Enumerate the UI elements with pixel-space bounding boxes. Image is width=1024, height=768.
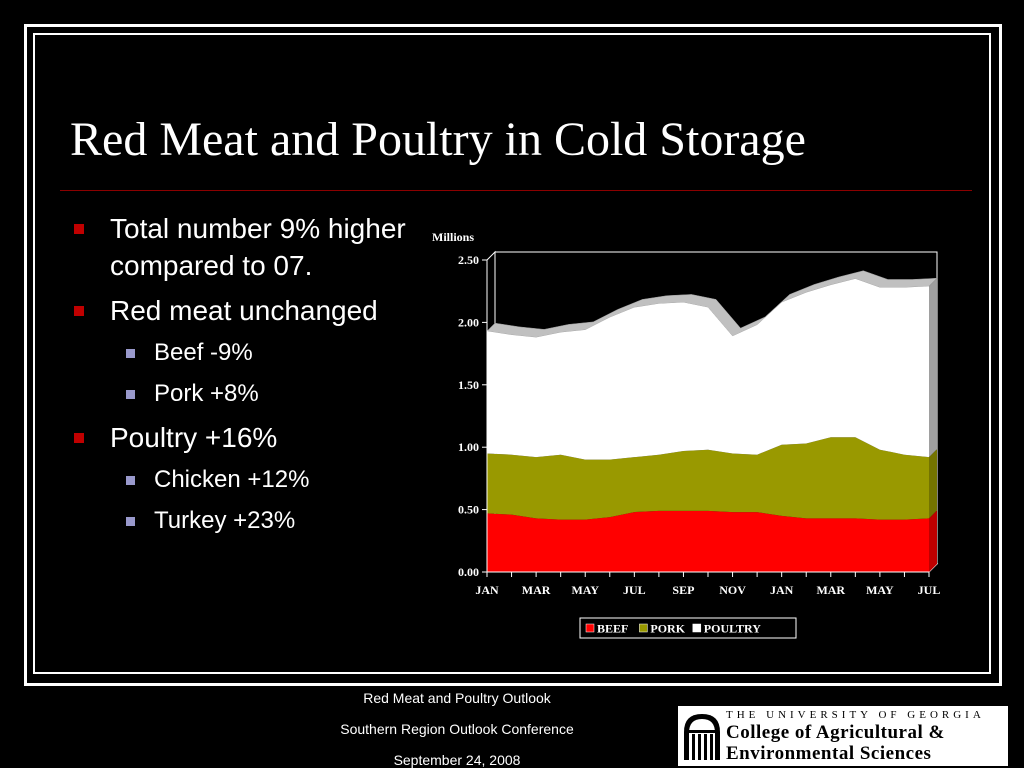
series-side-poultry [929,278,937,458]
x-tick-label: JUL [623,583,646,597]
subbullet-text: Chicken +12% [154,466,310,493]
legend-box [579,617,797,639]
x-tick-label: MAR [522,583,551,597]
x-tick-label: JAN [475,583,499,597]
x-tick-label: MAY [571,583,599,597]
y-tick-label: 2.00 [458,315,479,329]
y-tick-label: 2.50 [458,253,479,267]
logo-college-line-1: College of Agricultural & [726,722,945,743]
arch-logo-icon [682,710,722,762]
subbullet-square-icon [126,476,135,485]
series-area-beef [487,510,929,572]
y-tick-label: 1.50 [458,378,479,392]
bullet-text: Total number 9% higher compared to 07. [110,213,406,281]
bullet-poultry: Poultry +16% [70,419,415,456]
legend-label: POULTRY [704,622,761,636]
logo-college-line-2: Environmental Sciences [726,743,932,764]
slide-title: Red Meat and Poultry in Cold Storage [70,113,806,166]
title-divider [60,190,972,191]
subbullet-square-icon [126,390,135,399]
footer-line-1: Red Meat and Poultry Outlook [363,690,551,706]
x-tick-label: SEP [672,583,694,597]
legend-label: BEEF [597,622,628,636]
series-area-pork [487,437,929,520]
legend-swatch [639,623,648,633]
y-tick-label: 0.00 [458,565,479,579]
subbullet-square-icon [126,349,135,358]
slide-frame-inner [33,33,991,674]
subbullet-text: Turkey +23% [154,507,296,534]
x-tick-label: MAY [866,583,894,597]
bullet-list: Total number 9% higher compared to 07. R… [70,210,415,546]
bullet-red-meat: Red meat unchanged [70,292,415,329]
y-tick-label: 0.50 [458,503,479,517]
bullet-square-icon [74,306,84,316]
x-tick-label: NOV [719,583,746,597]
subbullet-turkey: Turkey +23% [70,505,415,536]
subbullet-chicken: Chicken +12% [70,464,415,495]
subbullet-pork: Pork +8% [70,378,415,409]
slide-frame-outer [24,24,1002,686]
college-logo: THE UNIVERSITY OF GEORGIA College of Agr… [678,706,1008,766]
series-side-beef [929,510,937,572]
subbullet-text: Beef -9% [154,339,253,366]
footer-line-2: Southern Region Outlook Conference [340,721,574,737]
series-side-pork [929,449,937,519]
footer-line-3: September 24, 2008 [393,752,521,768]
bullet-square-icon [74,224,84,234]
bullet-text: Poultry +16% [110,422,278,453]
y-tick-label: 1.00 [458,440,479,454]
legend-label: PORK [650,622,685,636]
cold-storage-chart: 0.00 0.50 1.00 1.50 2.00 2.50 JAN MAR MAY JUL SEP N… [432,230,941,639]
x-tick-label: MAR [816,583,845,597]
subbullet-square-icon [126,517,135,526]
series-area-poultry [487,278,929,460]
subbullet-beef: Beef -9% [70,337,415,368]
y-axis-label: Millions [432,230,474,244]
legend-swatch [585,623,595,633]
legend-swatch [692,623,702,633]
bullet-total: Total number 9% higher compared to 07. [70,210,415,284]
x-tick-label: JUL [918,583,941,597]
bullet-square-icon [74,433,84,443]
bullet-text: Red meat unchanged [110,295,378,326]
logo-university-text: THE UNIVERSITY OF GEORGIA [726,709,985,721]
subbullet-text: Pork +8% [154,380,259,407]
x-tick-label: JAN [770,583,794,597]
